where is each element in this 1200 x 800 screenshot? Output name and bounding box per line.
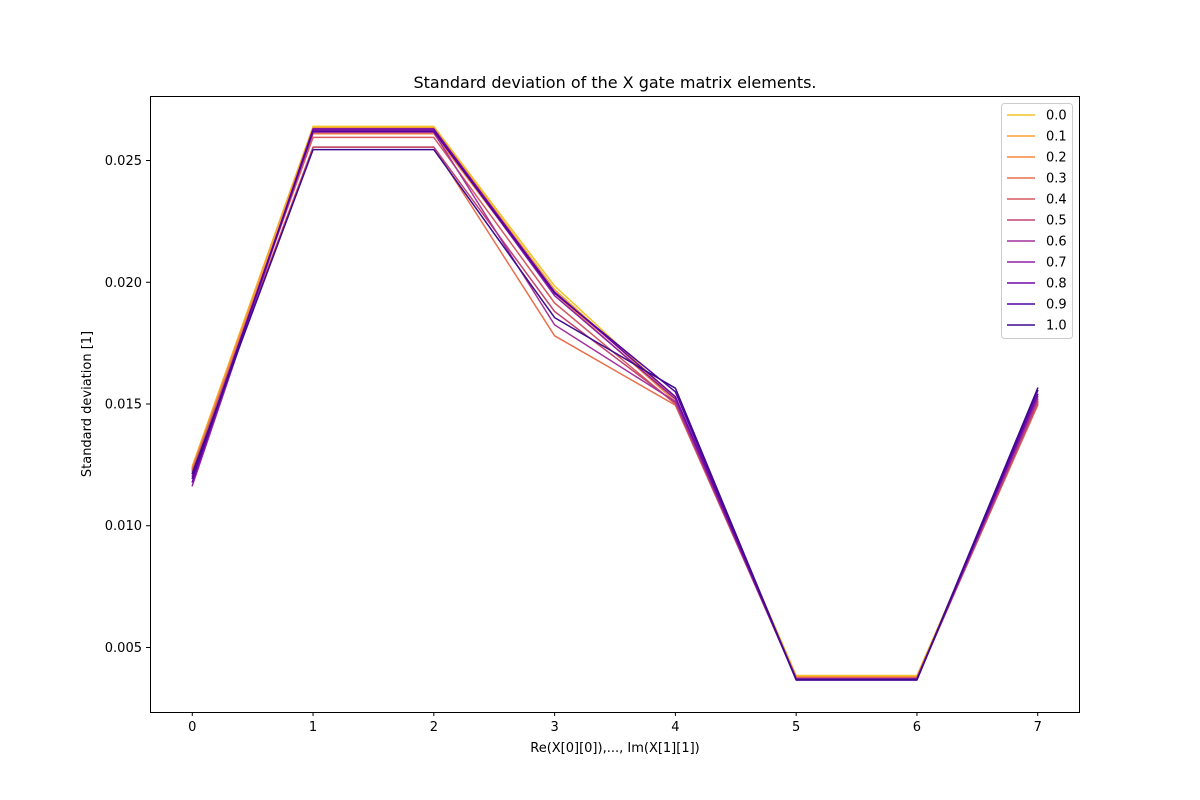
x-tick-label: 7 xyxy=(1034,720,1042,735)
x-tick-label: 1 xyxy=(309,720,317,735)
legend-items: 0.0 0.1 0.2 0.3 0.4 0.5 0.6 0.7 0.8 0.9 1.0 xyxy=(1007,109,1067,334)
y-axis-ticks: 0.005 0.010 0.015 0.020 0.025 xyxy=(105,154,150,656)
x-tick-label: 6 xyxy=(913,720,921,735)
legend-label: 0.0 xyxy=(1046,109,1067,124)
x-tick-label: 0 xyxy=(188,720,196,735)
legend-label: 0.1 xyxy=(1046,130,1067,145)
chart-title: Standard deviation of the X gate matrix … xyxy=(413,73,816,92)
legend-label: 0.4 xyxy=(1046,193,1067,208)
x-axis-label: Re(X[0][0]),..., Im(X[1][1]) xyxy=(530,741,700,756)
x-axis-ticks: 0 1 2 3 4 5 6 7 xyxy=(188,712,1042,735)
y-tick-label: 0.010 xyxy=(105,519,142,534)
plot-frame xyxy=(150,96,1080,713)
x-tick-label: 5 xyxy=(792,720,800,735)
legend: 0.0 0.1 0.2 0.3 0.4 0.5 0.6 0.7 0.8 0.9 1.0 xyxy=(1001,103,1073,339)
x-tick-label: 2 xyxy=(430,720,438,735)
series-line-0.7 xyxy=(191,129,1039,680)
y-tick-label: 0.025 xyxy=(105,154,142,169)
y-tick-label: 0.020 xyxy=(105,276,142,291)
legend-label: 0.5 xyxy=(1046,214,1067,229)
legend-box xyxy=(1001,103,1073,339)
legend-label: 0.9 xyxy=(1046,298,1067,313)
legend-label: 0.3 xyxy=(1046,172,1067,187)
legend-label: 1.0 xyxy=(1046,319,1067,334)
legend-label: 0.6 xyxy=(1046,235,1067,250)
legend-label: 0.2 xyxy=(1046,151,1067,166)
y-tick-label: 0.015 xyxy=(105,398,142,413)
legend-label: 0.8 xyxy=(1046,277,1067,292)
legend-label: 0.7 xyxy=(1046,256,1067,271)
x-tick-label: 4 xyxy=(671,720,679,735)
x-tick-label: 3 xyxy=(550,720,558,735)
series-lines xyxy=(191,125,1039,681)
y-tick-label: 0.005 xyxy=(105,641,142,656)
series-line-1.0 xyxy=(191,148,1039,681)
y-axis-label: Standard deviation [1] xyxy=(80,331,95,477)
